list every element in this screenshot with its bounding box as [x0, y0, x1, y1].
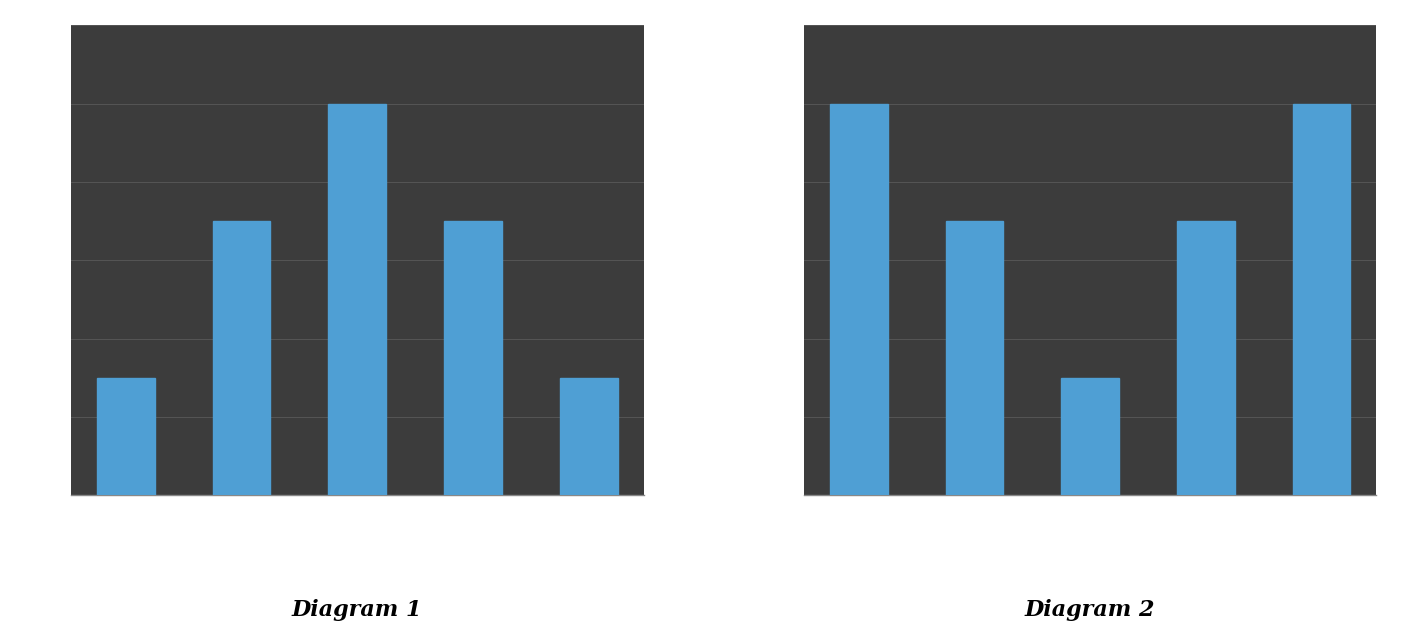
Bar — [444, 221, 502, 495]
Bar — [1061, 378, 1120, 495]
Title: Apartments for Rent
(Avg. Rent: $850): Apartments for Rent (Avg. Rent: $850) — [954, 0, 1227, 19]
Bar — [559, 378, 617, 495]
Title: Apartments for Rent
(Avg. Rent: $850): Apartments for Rent (Avg. Rent: $850) — [220, 0, 494, 19]
Bar — [1293, 104, 1351, 495]
Bar — [328, 104, 386, 495]
Bar — [830, 104, 888, 495]
Bar — [945, 221, 1003, 495]
Text: Diagram 2: Diagram 2 — [1025, 599, 1155, 620]
Text: Diagram 1: Diagram 1 — [292, 599, 423, 620]
Bar — [1176, 221, 1235, 495]
Bar — [213, 221, 271, 495]
Bar — [96, 378, 155, 495]
